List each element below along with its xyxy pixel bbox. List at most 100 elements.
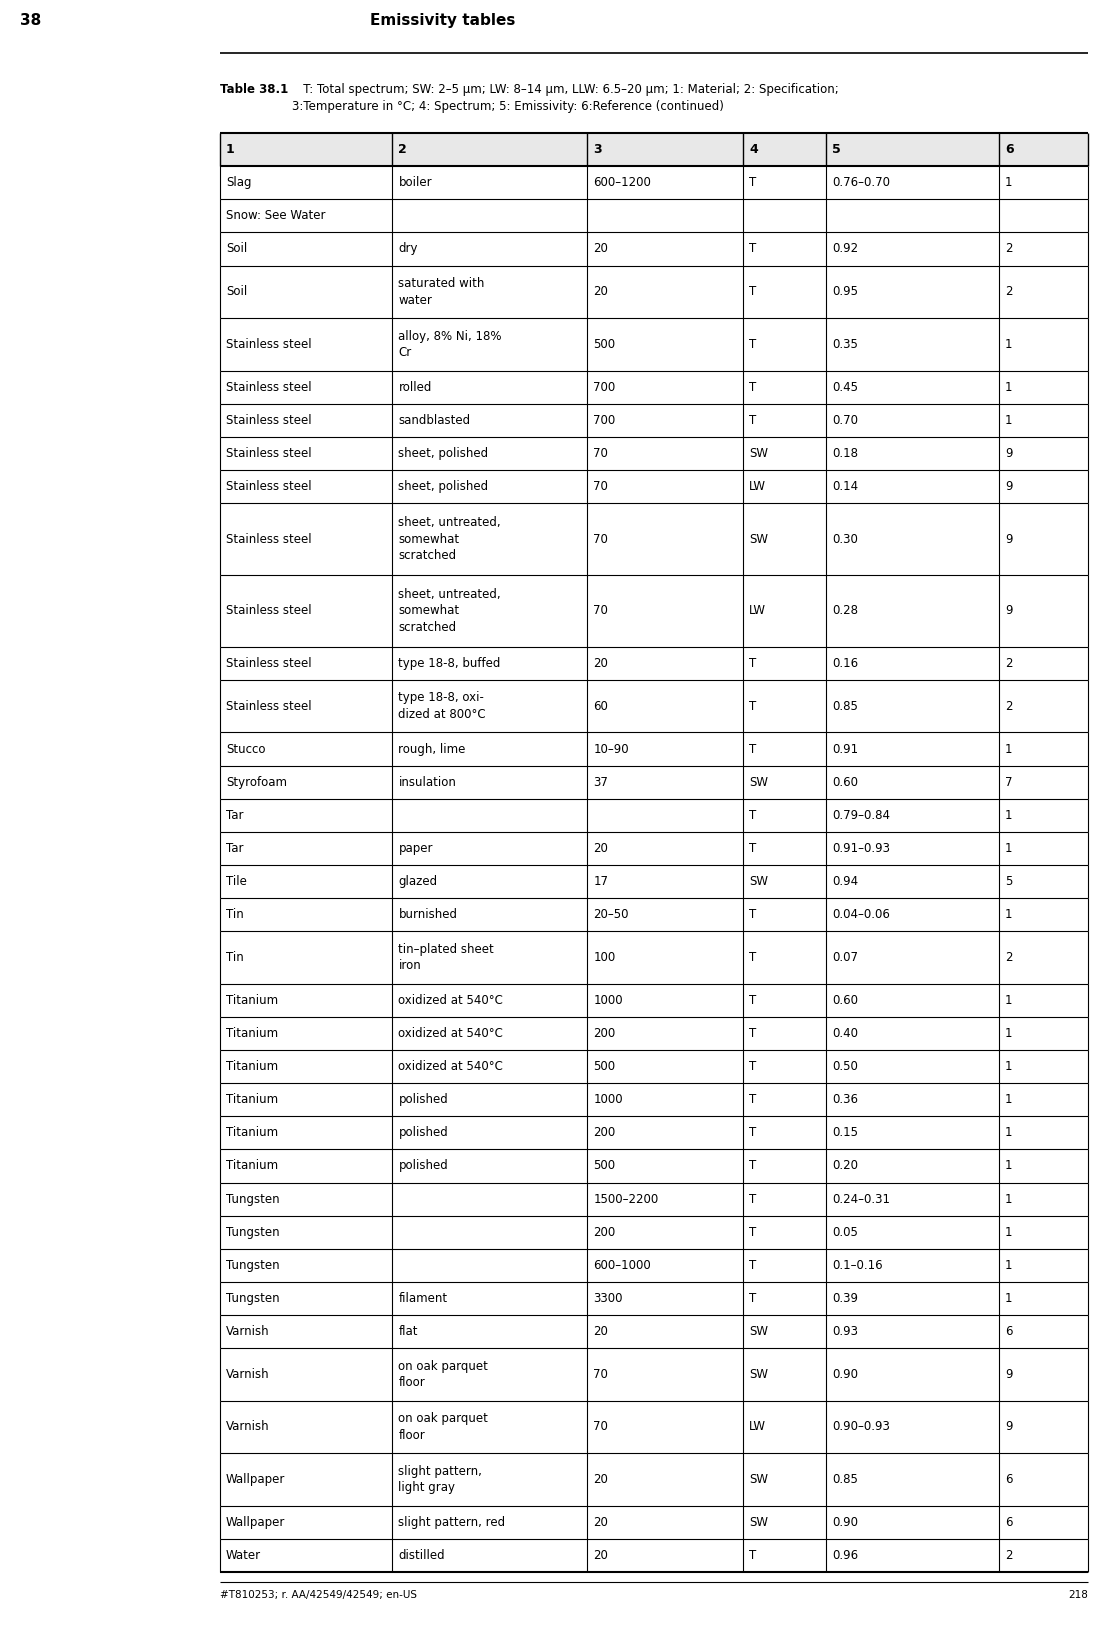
Text: Soil: Soil: [226, 284, 248, 298]
Text: 1500–2200: 1500–2200: [593, 1192, 659, 1205]
Text: Titanium: Titanium: [226, 1094, 278, 1107]
Text: SW: SW: [749, 1516, 768, 1529]
Text: 700: 700: [593, 381, 616, 394]
Text: 100: 100: [593, 952, 616, 965]
Text: 37: 37: [593, 775, 608, 788]
Text: T: T: [749, 381, 756, 394]
Text: 1: 1: [1005, 1159, 1013, 1172]
Text: Titanium: Titanium: [226, 1059, 278, 1073]
Text: 1: 1: [1005, 1226, 1013, 1239]
Text: 500: 500: [593, 338, 615, 352]
Text: T: T: [749, 809, 756, 822]
Text: 70: 70: [593, 605, 608, 618]
Text: oxidized at 540°C: oxidized at 540°C: [399, 1027, 503, 1040]
Text: tin–plated sheet
iron: tin–plated sheet iron: [399, 943, 494, 973]
Text: SW: SW: [749, 775, 768, 788]
Text: 5: 5: [1005, 875, 1013, 888]
Text: Tungsten: Tungsten: [226, 1226, 279, 1239]
Text: Titanium: Titanium: [226, 1027, 278, 1040]
Text: filament: filament: [399, 1292, 447, 1305]
Text: 0.94: 0.94: [833, 875, 858, 888]
Text: polished: polished: [399, 1159, 448, 1172]
Text: 0.07: 0.07: [833, 952, 858, 965]
Text: SW: SW: [749, 875, 768, 888]
Text: Stainless steel: Stainless steel: [226, 338, 311, 352]
Text: 10–90: 10–90: [593, 742, 629, 755]
Text: polished: polished: [399, 1127, 448, 1140]
Text: 0.05: 0.05: [833, 1226, 858, 1239]
Text: 0.20: 0.20: [833, 1159, 858, 1172]
Text: 0.79–0.84: 0.79–0.84: [833, 809, 890, 822]
Text: 5: 5: [833, 144, 842, 155]
Text: SW: SW: [749, 1324, 768, 1337]
Text: Varnish: Varnish: [226, 1368, 270, 1382]
Text: on oak parquet
floor: on oak parquet floor: [399, 1360, 489, 1390]
Text: SW: SW: [749, 533, 768, 546]
Text: LW: LW: [749, 1421, 766, 1434]
Text: T: T: [749, 1027, 756, 1040]
Text: 218: 218: [1069, 1589, 1088, 1601]
Text: sheet, polished: sheet, polished: [399, 481, 489, 494]
Text: Table 38.1: Table 38.1: [220, 83, 288, 96]
Text: sheet, polished: sheet, polished: [399, 446, 489, 459]
Text: slight pattern,
light gray: slight pattern, light gray: [399, 1465, 482, 1494]
Text: 1: 1: [226, 144, 235, 155]
Text: Stainless steel: Stainless steel: [226, 414, 311, 427]
Text: 0.04–0.06: 0.04–0.06: [833, 907, 890, 921]
Bar: [220, 132, 1088, 167]
Text: 0.18: 0.18: [833, 446, 858, 459]
Text: 200: 200: [593, 1127, 616, 1140]
Text: distilled: distilled: [399, 1548, 445, 1561]
Text: T: T: [749, 177, 756, 190]
Text: 0.76–0.70: 0.76–0.70: [833, 177, 890, 190]
Text: T: T: [749, 1127, 756, 1140]
Text: dry: dry: [399, 242, 418, 255]
Text: Tin: Tin: [226, 952, 243, 965]
Text: saturated with
water: saturated with water: [399, 276, 484, 306]
Text: 3: 3: [593, 144, 602, 155]
Text: T: T: [749, 700, 756, 713]
Text: Varnish: Varnish: [226, 1421, 270, 1434]
Text: 4: 4: [749, 144, 757, 155]
Text: T: T: [749, 1292, 756, 1305]
Text: 6: 6: [1005, 1324, 1013, 1337]
Text: sheet, untreated,
somewhat
scratched: sheet, untreated, somewhat scratched: [399, 589, 501, 634]
Text: 70: 70: [593, 533, 608, 546]
Text: 1: 1: [1005, 907, 1013, 921]
Text: 0.35: 0.35: [833, 338, 858, 352]
Text: 0.90: 0.90: [833, 1516, 858, 1529]
Text: 0.95: 0.95: [833, 284, 858, 298]
Text: on oak parquet
floor: on oak parquet floor: [399, 1413, 489, 1442]
Text: 1: 1: [1005, 1059, 1013, 1073]
Text: paper: paper: [399, 842, 433, 855]
Text: Titanium: Titanium: [226, 1127, 278, 1140]
Text: oxidized at 540°C: oxidized at 540°C: [399, 1059, 503, 1073]
Text: T: T: [749, 1226, 756, 1239]
Text: 6: 6: [1005, 144, 1014, 155]
Text: Wallpaper: Wallpaper: [226, 1473, 285, 1486]
Text: 3300: 3300: [593, 1292, 623, 1305]
Text: T: T: [749, 1192, 756, 1205]
Text: 6: 6: [1005, 1516, 1013, 1529]
Text: 1: 1: [1005, 338, 1013, 352]
Text: 0.30: 0.30: [833, 533, 858, 546]
Text: rolled: rolled: [399, 381, 432, 394]
Text: burnished: burnished: [399, 907, 457, 921]
Text: 7: 7: [1005, 775, 1013, 788]
Text: 1: 1: [1005, 1027, 1013, 1040]
Text: 1: 1: [1005, 809, 1013, 822]
Text: 20: 20: [593, 657, 608, 670]
Text: 200: 200: [593, 1027, 616, 1040]
Text: T: T: [749, 242, 756, 255]
Text: type 18-8, oxi-
dized at 800°C: type 18-8, oxi- dized at 800°C: [399, 692, 487, 721]
Text: 0.90–0.93: 0.90–0.93: [833, 1421, 890, 1434]
Text: 1: 1: [1005, 414, 1013, 427]
Text: 1: 1: [1005, 842, 1013, 855]
Text: 70: 70: [593, 446, 608, 459]
Text: rough, lime: rough, lime: [399, 742, 466, 755]
Text: 1: 1: [1005, 1192, 1013, 1205]
Text: Stainless steel: Stainless steel: [226, 700, 311, 713]
Text: 2: 2: [1005, 657, 1013, 670]
Text: 0.24–0.31: 0.24–0.31: [833, 1192, 890, 1205]
Text: sheet, untreated,
somewhat
scratched: sheet, untreated, somewhat scratched: [399, 517, 501, 562]
